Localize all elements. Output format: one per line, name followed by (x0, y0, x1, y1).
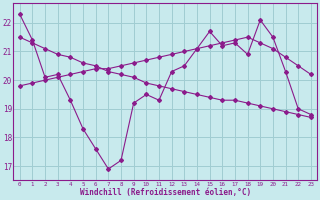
X-axis label: Windchill (Refroidissement éolien,°C): Windchill (Refroidissement éolien,°C) (80, 188, 251, 197)
